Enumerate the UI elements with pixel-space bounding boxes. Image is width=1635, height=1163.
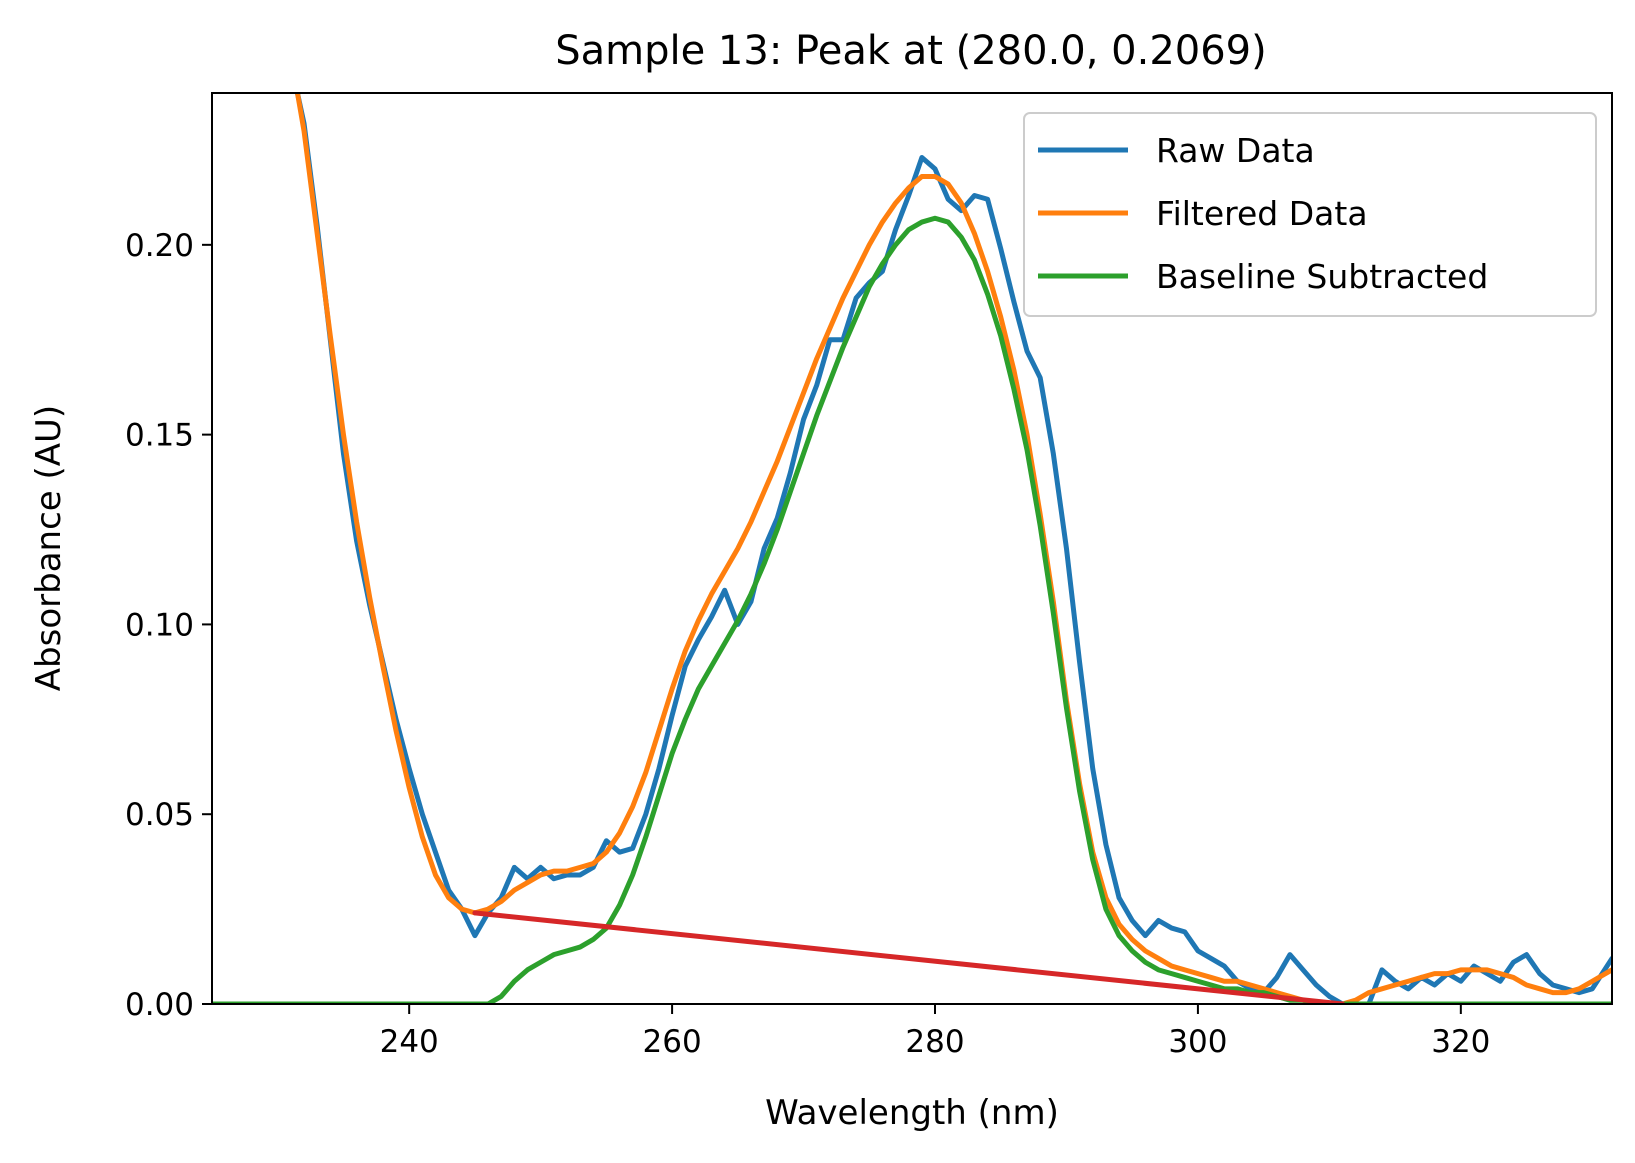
x-tick-label: 240 [380,1024,439,1060]
y-axis-label: Absorbance (AU) [29,405,69,691]
x-tick-label: 300 [1168,1024,1227,1060]
y-tick-label: 0.05 [125,797,194,833]
series-layer [212,93,1612,1004]
series-line-baseline-fit [472,910,1346,1004]
series-line-baseline-subtracted [212,215,1612,1004]
x-tick-label: 320 [1431,1024,1490,1060]
chart-title: Sample 13: Peak at (280.0, 0.2069) [555,28,1267,74]
y-tick-label: 0.10 [125,607,194,643]
x-tick-label: 260 [643,1024,702,1060]
legend: Raw Data Filtered Data Baseline Subtract… [1023,112,1597,317]
legend-label-baseline-subtracted: Baseline Subtracted [1156,257,1488,296]
plot-area-frame [211,92,1613,1005]
x-axis: 240 260 280 300 320 [380,1004,1490,1060]
y-tick-label: 0.15 [125,418,194,454]
y-axis: 0.00 0.05 0.10 0.15 0.20 [125,228,212,1023]
series-line-filtered-data [294,93,1612,1004]
y-tick-label: 0.20 [125,228,194,264]
y-tick-label: 0.00 [125,987,194,1023]
legend-box [1023,112,1597,317]
legend-label-filtered-data: Filtered Data [1156,194,1368,233]
x-axis-label: Wavelength (nm) [765,1093,1059,1133]
series-line-raw-data [294,93,1612,1004]
legend-label-raw-data: Raw Data [1156,131,1315,170]
x-tick-label: 280 [905,1024,964,1060]
